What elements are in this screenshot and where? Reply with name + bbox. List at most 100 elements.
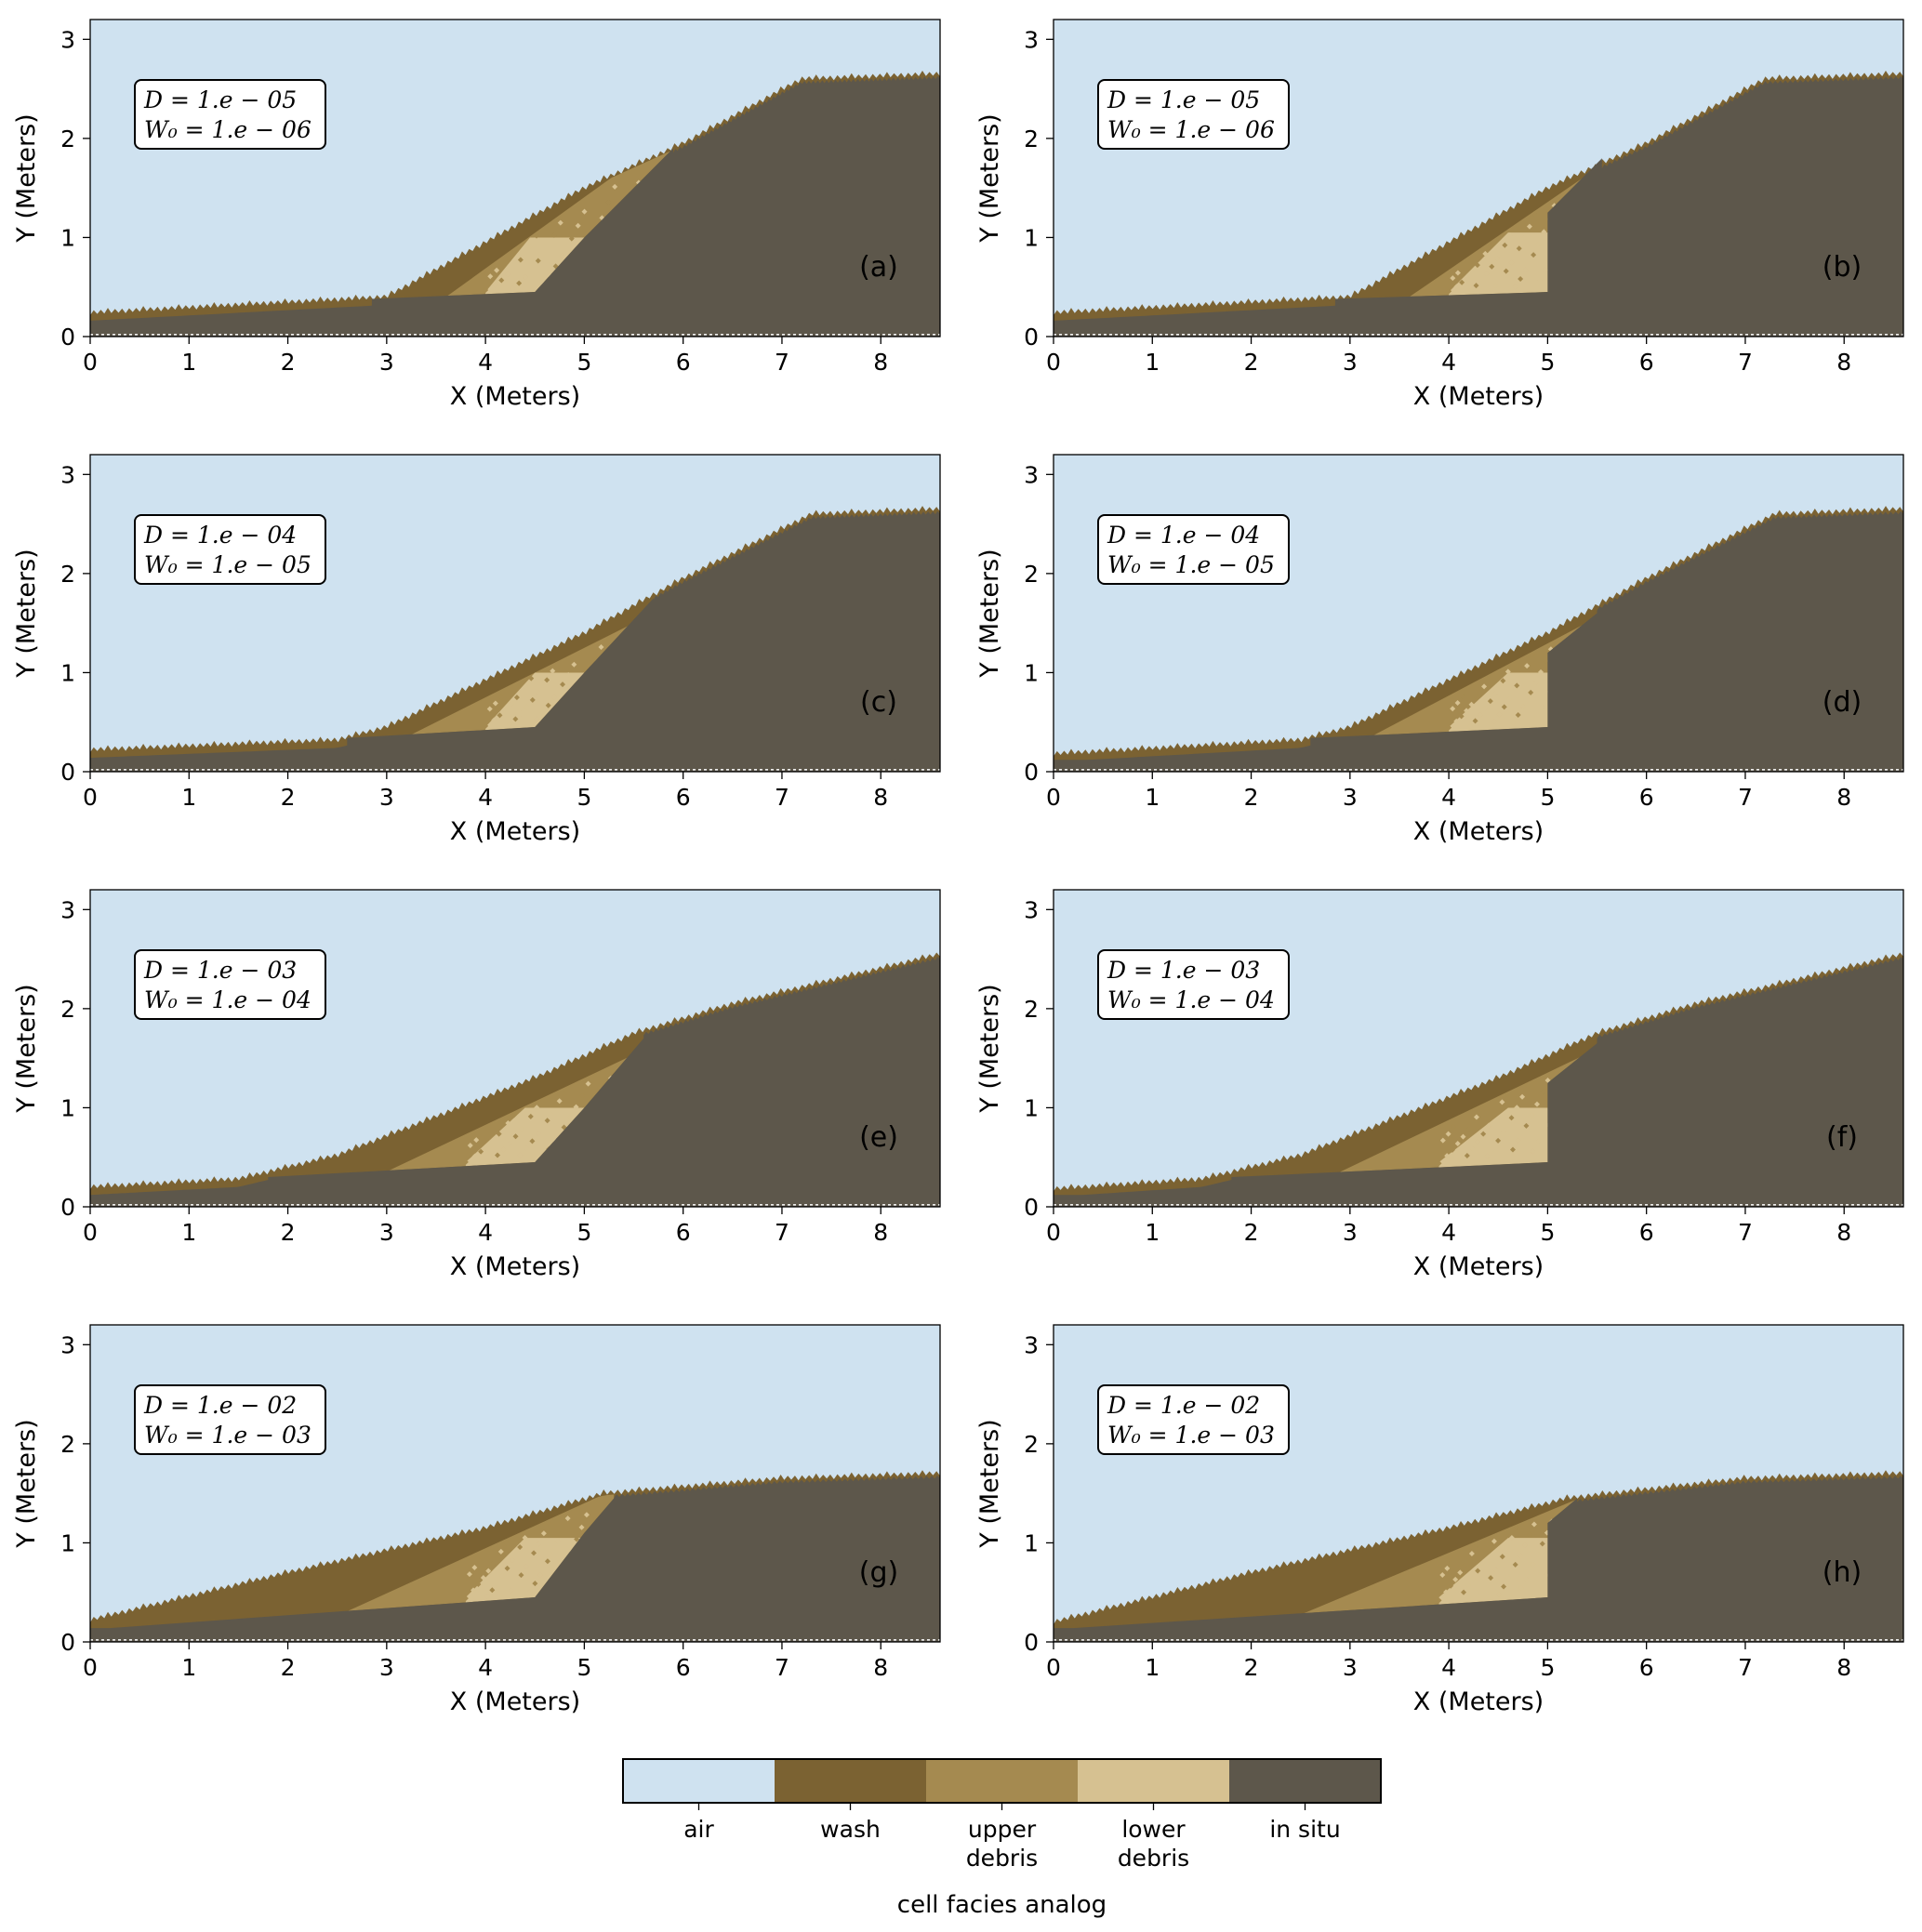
plot-frame [1053,889,1904,1208]
x-tick-label: 7 [775,1219,789,1246]
x-tick-label: 8 [873,784,888,811]
parameter-box [1097,79,1290,150]
debris-speckle [508,1587,514,1594]
y-tick-label: 1 [1024,1094,1039,1121]
debris-speckle [1493,256,1500,262]
debris-speckle [517,1544,524,1551]
debris-speckle [534,1105,540,1111]
lower-debris-region [485,672,654,740]
debris-speckle [1528,689,1534,695]
debris-speckle [527,1113,534,1119]
debris-speckle [1454,699,1461,706]
debris-speckle [1530,1561,1536,1568]
debris-speckle [1458,713,1465,720]
x-tick-label: 3 [379,349,394,376]
plot-frame [1053,454,1904,773]
debris-speckle [1478,1590,1485,1596]
y-tick-label: 1 [1024,224,1039,251]
debris-speckle [1469,1145,1476,1152]
debris-speckle [1539,704,1545,710]
debris-speckle [1492,1567,1499,1573]
parameter-box [1097,514,1290,585]
debris-speckle [1468,1551,1475,1557]
debris-speckle [1515,711,1521,718]
debris-speckle [507,1140,513,1146]
debris-speckle [1517,1552,1523,1558]
debris-speckle [484,1143,490,1149]
debris-speckle [1484,1153,1491,1159]
debris-speckle [1487,242,1493,248]
x-tick-label: 5 [1540,1219,1555,1246]
debris-speckle [1488,1575,1494,1581]
x-tick-label: 0 [1046,1219,1061,1246]
in-situ-region [1054,75,1903,337]
debris-speckle [1461,1589,1467,1595]
debris-speckle [483,722,489,729]
x-tick-label: 7 [1738,1219,1753,1246]
y-tick-label: 0 [1024,1629,1039,1656]
colorbar-label: debris [1118,1845,1189,1872]
debris-speckle [1460,264,1466,271]
debris-speckle [528,266,535,272]
x-tick-label: 5 [1540,349,1555,376]
x-tick-label: 5 [577,1219,591,1246]
parameter-box [1097,1384,1290,1455]
x-tick-label: 1 [181,349,196,376]
colorbar-label: upper [968,1816,1037,1843]
parameter-box [134,949,326,1020]
x-tick-label: 5 [577,349,591,376]
debris-speckle [516,280,523,286]
plot-area [90,890,940,1207]
debris-speckle [1469,269,1476,275]
debris-speckle [512,1133,519,1140]
debris-speckle [1503,268,1509,274]
x-tick-label: 5 [1540,1654,1555,1681]
plot-frame [89,454,941,773]
debris-speckle [1506,695,1513,702]
debris-speckle [1533,713,1540,720]
plot-frame [1053,1324,1904,1643]
y-tick-label: 2 [60,561,75,588]
debris-speckle [536,1541,542,1547]
debris-speckle [535,689,541,695]
debris-speckle [1524,1082,1531,1089]
debris-speckle [578,1524,585,1530]
debris-speckle [534,716,540,722]
debris-speckle [1524,663,1531,669]
debris-speckle [1499,1554,1505,1560]
x-axis-label: X (Meters) [1413,1687,1544,1716]
debris-speckle [1529,1112,1535,1118]
plot-area [1054,890,1903,1207]
y-tick-label: 1 [60,659,75,686]
debris-speckle [1449,1146,1455,1153]
panel-label: (g) [859,1556,898,1589]
debris-speckle [517,1152,524,1158]
debris-speckle [544,677,550,683]
debris-speckle [509,1557,515,1564]
debris-speckle [550,232,557,238]
debris-speckle [1464,1153,1470,1159]
debris-speckle [1481,683,1488,690]
y-tick-label: 3 [60,1331,75,1358]
debris-speckle [1531,1521,1537,1528]
panel-c: 0 1 2 3 4 5 6 7 8 0 1 2 3 X (Meters) Y (Meters) D = 1.e… [12,454,941,846]
y-tick-label: 2 [60,1431,75,1458]
panel-f: 0 1 2 3 4 5 6 7 8 0 1 2 3 X (Meters) Y (Meters) D = 1.e… [975,889,1904,1281]
debris-speckle [498,277,505,284]
parameter-text: D = 1.e − 04 [1107,522,1260,549]
debris-speckle [523,1563,529,1569]
debris-speckle [1518,673,1525,680]
debris-speckle [529,696,536,703]
debris-speckle [512,716,519,722]
parameter-text: D = 1.e − 02 [1107,1392,1260,1419]
colorbar-swatch-in_situ [1229,1759,1381,1803]
debris-speckle [560,681,566,688]
debris-speckle [1537,277,1544,284]
debris-speckle [471,1565,478,1571]
debris-speckle [526,1589,533,1595]
panel-d: 0 1 2 3 4 5 6 7 8 0 1 2 3 X (Meters) Y (Meters) D = 1.e… [975,454,1904,846]
debris-speckle [1446,724,1452,731]
debris-speckle [497,712,503,719]
debris-speckle [498,694,505,700]
y-tick-label: 1 [60,1094,75,1121]
